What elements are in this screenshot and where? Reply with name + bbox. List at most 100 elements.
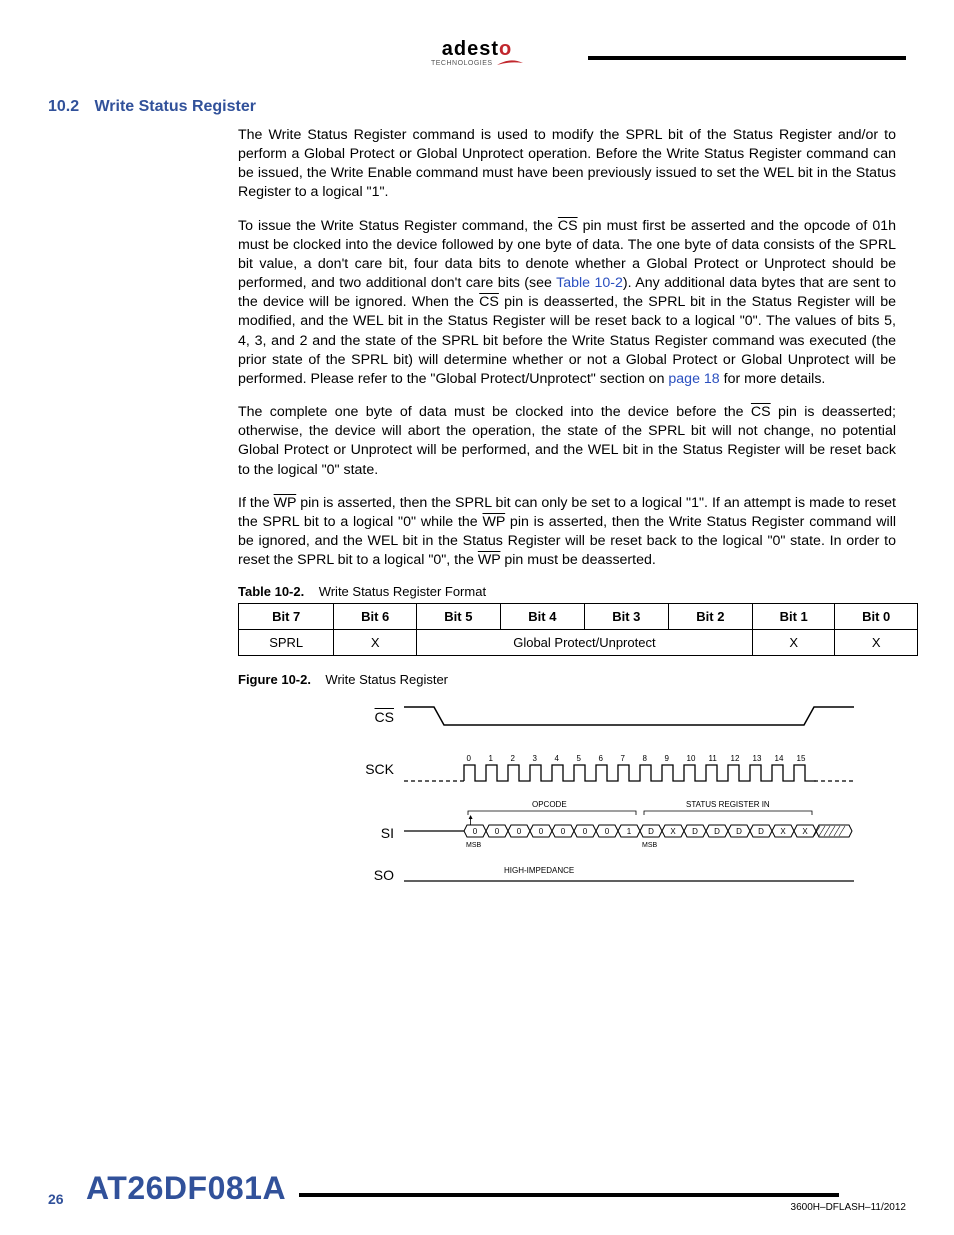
paragraph-1: The Write Status Register command is use…	[238, 126, 896, 203]
svg-text:9: 9	[665, 754, 670, 763]
table-header-row: Bit 7 Bit 6 Bit 5 Bit 4 Bit 3 Bit 2 Bit …	[239, 604, 918, 630]
si-label: SI	[348, 799, 404, 841]
page-number: 26	[48, 1191, 64, 1207]
figure-caption: Figure 10-2. Write Status Register	[238, 672, 906, 687]
svg-text:0: 0	[605, 827, 610, 836]
so-signal-row: SO HIGH-IMPEDANCE	[348, 863, 906, 887]
page-header: adesto TECHNOLOGIES	[48, 38, 906, 70]
p3-a: The complete one byte of data must be cl…	[238, 404, 751, 420]
p3-cs: CS	[751, 404, 771, 420]
si-waveform-icon: OPCODESTATUS REGISTER IN00000001DXDDDDXX…	[404, 799, 854, 857]
section-heading: 10.2 Write Status Register	[48, 98, 906, 116]
table-caption-label: Table 10-2.	[238, 584, 304, 599]
svg-text:D: D	[692, 827, 698, 836]
th-bit0: Bit 0	[835, 604, 918, 630]
svg-text:1: 1	[627, 827, 632, 836]
body-text: The Write Status Register command is use…	[238, 126, 896, 571]
sck-signal-row: SCK 0123456789101112131415	[348, 751, 906, 787]
swoosh-icon	[497, 59, 523, 67]
table-caption-text: Write Status Register Format	[319, 584, 486, 599]
th-bit4: Bit 4	[500, 604, 584, 630]
svg-text:D: D	[648, 827, 654, 836]
th-bit3: Bit 3	[584, 604, 668, 630]
so-label: SO	[348, 867, 404, 883]
svg-text:D: D	[758, 827, 764, 836]
svg-text:0: 0	[561, 827, 566, 836]
p4-d: pin must be deasserted.	[500, 552, 655, 568]
svg-text:X: X	[780, 827, 786, 836]
p2-cs1: CS	[558, 218, 578, 234]
svg-text:5: 5	[577, 754, 582, 763]
svg-text:2: 2	[511, 754, 516, 763]
logo-subtitle-text: TECHNOLOGIES	[431, 60, 493, 67]
part-number: AT26DF081A	[86, 1170, 286, 1207]
table-ref-link[interactable]: Table 10-2	[556, 275, 623, 291]
td-global: Global Protect/Unprotect	[416, 630, 752, 656]
logo-name: adest	[442, 38, 499, 60]
svg-text:12: 12	[731, 754, 740, 763]
svg-text:X: X	[802, 827, 808, 836]
paragraph-4: If the WP pin is asserted, then the SPRL…	[238, 494, 896, 571]
figure-caption-text: Write Status Register	[325, 672, 448, 687]
sck-label: SCK	[348, 761, 404, 777]
svg-text:X: X	[670, 827, 676, 836]
td-x1: X	[334, 630, 417, 656]
logo-subtitle: TECHNOLOGIES	[431, 59, 523, 67]
th-bit2: Bit 2	[668, 604, 752, 630]
svg-text:8: 8	[643, 754, 648, 763]
sck-waveform-icon: 0123456789101112131415	[404, 751, 854, 787]
figure-caption-label: Figure 10-2.	[238, 672, 311, 687]
p2-cs2: CS	[479, 294, 499, 310]
svg-text:15: 15	[797, 754, 806, 763]
svg-text:0: 0	[495, 827, 500, 836]
logo-name-o: o	[499, 38, 512, 60]
so-waveform-icon: HIGH-IMPEDANCE	[404, 863, 854, 887]
paragraph-2: To issue the Write Status Register comma…	[238, 217, 896, 390]
svg-text:10: 10	[687, 754, 696, 763]
svg-text:6: 6	[599, 754, 604, 763]
header-rule	[588, 56, 906, 60]
p4-a: If the	[238, 495, 274, 511]
cs-signal-row: CS	[348, 705, 906, 729]
p2-a: To issue the Write Status Register comma…	[238, 218, 558, 234]
svg-text:13: 13	[753, 754, 762, 763]
td-x3: X	[835, 630, 918, 656]
svg-text:0: 0	[517, 827, 522, 836]
document-id: 3600H–DFLASH–11/2012	[791, 1202, 906, 1213]
timing-diagram: CS SCK 0123456789101112131415 SI OPCODES…	[348, 705, 906, 887]
hi-z-text: HIGH-IMPEDANCE	[504, 866, 574, 875]
svg-text:0: 0	[583, 827, 588, 836]
svg-text:MSB: MSB	[642, 842, 658, 849]
page-ref-link[interactable]: page 18	[668, 371, 719, 387]
svg-text:1: 1	[489, 754, 494, 763]
td-sprl: SPRL	[239, 630, 334, 656]
brand-logo: adesto TECHNOLOGIES	[431, 38, 523, 67]
svg-text:OPCODE: OPCODE	[532, 800, 567, 809]
svg-text:14: 14	[775, 754, 784, 763]
p2-e: for more details.	[720, 371, 826, 387]
svg-text:11: 11	[709, 754, 718, 763]
p4-wp2: WP	[483, 514, 506, 530]
svg-text:0: 0	[539, 827, 544, 836]
p4-wp1: WP	[274, 495, 297, 511]
paragraph-3: The complete one byte of data must be cl…	[238, 403, 896, 480]
logo-text: adesto	[442, 38, 512, 60]
svg-text:7: 7	[621, 754, 626, 763]
svg-text:3: 3	[533, 754, 538, 763]
si-signal-row: SI OPCODESTATUS REGISTER IN00000001DXDDD…	[348, 799, 906, 857]
td-x2: X	[752, 630, 835, 656]
svg-text:0: 0	[467, 754, 472, 763]
page-footer: 26 AT26DF081A 3600H–DFLASH–11/2012	[48, 1170, 906, 1207]
svg-text:D: D	[736, 827, 742, 836]
footer-rule	[299, 1193, 839, 1197]
cs-label: CS	[348, 709, 404, 725]
svg-text:0: 0	[473, 827, 478, 836]
th-bit1: Bit 1	[752, 604, 835, 630]
th-bit7: Bit 7	[239, 604, 334, 630]
section-number: 10.2	[48, 98, 90, 116]
register-table: Bit 7 Bit 6 Bit 5 Bit 4 Bit 3 Bit 2 Bit …	[238, 603, 918, 656]
th-bit6: Bit 6	[334, 604, 417, 630]
section-title: Write Status Register	[94, 98, 256, 115]
svg-text:D: D	[714, 827, 720, 836]
th-bit5: Bit 5	[416, 604, 500, 630]
